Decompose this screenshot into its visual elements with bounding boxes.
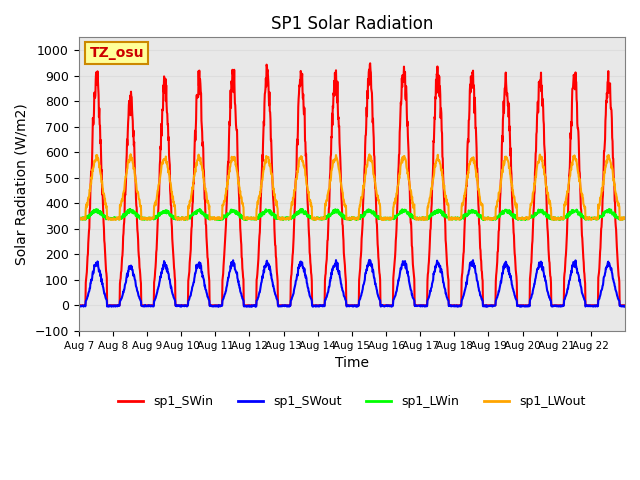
- sp1_SWout: [337, 281, 345, 287]
- sp1_SWin: [337, 192, 345, 198]
- sp1_LWin: [615, 216, 623, 222]
- sp1_SWin: [366, 60, 374, 66]
- sp1_LWout: [481, 215, 488, 221]
- sp1_LWout: [561, 199, 569, 205]
- sp1_LWin: [481, 215, 488, 220]
- sp1_LWout: [621, 215, 629, 221]
- sp1_LWin: [605, 206, 613, 212]
- sp1_LWout: [482, 217, 490, 223]
- sp1_LWin: [337, 214, 345, 219]
- sp1_LWout: [615, 200, 623, 206]
- sp1_SWout: [75, 303, 83, 309]
- sp1_SWout: [481, 302, 488, 308]
- sp1_LWin: [160, 209, 168, 215]
- sp1_LWin: [621, 215, 629, 221]
- sp1_LWin: [75, 215, 83, 220]
- sp1_LWin: [561, 213, 569, 219]
- sp1_SWout: [366, 257, 374, 263]
- sp1_SWout: [327, 275, 335, 281]
- Y-axis label: Solar Radiation (W/m2): Solar Radiation (W/m2): [15, 103, 29, 265]
- sp1_SWin: [327, 152, 335, 157]
- sp1_SWin: [75, 302, 83, 308]
- Line: sp1_LWin: sp1_LWin: [79, 209, 625, 220]
- Line: sp1_LWout: sp1_LWout: [79, 154, 625, 220]
- sp1_SWout: [516, 304, 524, 310]
- Title: SP1 Solar Radiation: SP1 Solar Radiation: [271, 15, 433, 33]
- sp1_LWout: [328, 168, 335, 174]
- sp1_SWout: [561, 295, 569, 300]
- sp1_SWout: [621, 304, 629, 310]
- sp1_LWin: [479, 217, 487, 223]
- sp1_SWin: [561, 268, 569, 274]
- Text: TZ_osu: TZ_osu: [90, 46, 144, 60]
- sp1_LWout: [338, 185, 346, 191]
- sp1_SWin: [481, 302, 488, 308]
- Line: sp1_SWout: sp1_SWout: [79, 260, 625, 307]
- sp1_LWin: [327, 212, 335, 217]
- sp1_LWout: [75, 215, 83, 221]
- sp1_SWout: [615, 297, 623, 303]
- Legend: sp1_SWin, sp1_SWout, sp1_LWin, sp1_LWout: sp1_SWin, sp1_SWout, sp1_LWin, sp1_LWout: [113, 390, 591, 413]
- sp1_SWin: [621, 302, 629, 308]
- X-axis label: Time: Time: [335, 356, 369, 370]
- sp1_SWin: [160, 73, 168, 79]
- sp1_SWin: [614, 268, 622, 274]
- sp1_LWout: [127, 151, 134, 157]
- sp1_SWout: [160, 258, 168, 264]
- Line: sp1_SWin: sp1_SWin: [79, 63, 625, 305]
- sp1_LWout: [161, 156, 168, 162]
